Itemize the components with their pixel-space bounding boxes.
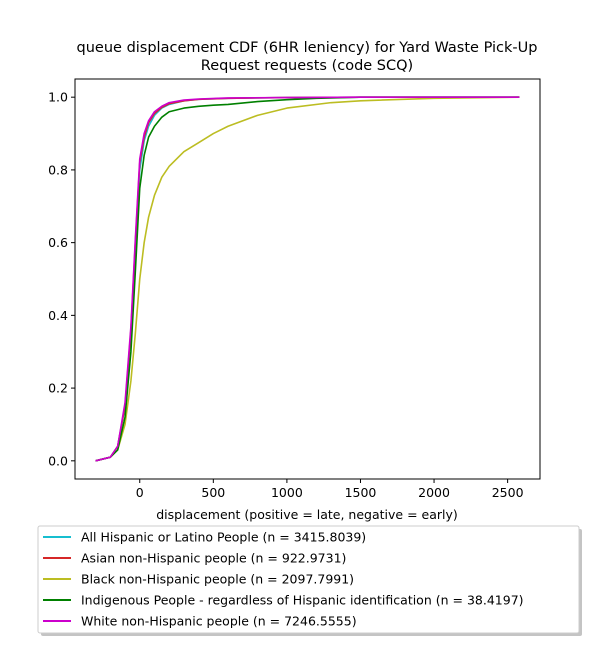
legend-box [37,525,580,634]
legend-label: Asian non-Hispanic people (n = 922.9731) [81,551,346,566]
legend: All Hispanic or Latino People (n = 3415.… [37,525,582,636]
x-tick-label: 1500 [345,485,377,500]
x-tick-label: 2500 [492,485,524,500]
chart-title-line-2: Request requests (code SCQ) [201,58,413,74]
y-axis-ticks: 0.0 0.2 0.4 0.6 0.8 1.0 [48,90,75,468]
x-axis-label: displacement (positive = late, negative … [156,507,458,522]
y-tick-label: 0.4 [48,308,68,323]
chart-title-line-1: queue displacement CDF (6HR leniency) fo… [77,40,538,56]
series-line-3 [95,96,520,462]
x-tick-label: 500 [201,485,225,500]
x-axis-ticks: 0 500 1000 1500 2000 2500 [136,479,524,500]
x-tick-label: 1000 [271,485,303,500]
series-line-0 [95,96,520,462]
x-tick-label: 2000 [418,485,450,500]
x-tick-label: 0 [136,485,144,500]
series-layer [95,96,520,462]
y-tick-label: 0.8 [48,162,68,177]
legend-items: All Hispanic or Latino People (n = 3415.… [43,530,524,629]
plot-frame [74,78,541,480]
series-line-4 [95,96,520,462]
y-tick-label: 0.6 [48,235,68,250]
y-tick-label: 0.0 [48,453,68,468]
legend-label: White non-Hispanic people (n = 7246.5555… [81,614,357,629]
series-line-2 [95,96,520,462]
legend-label: All Hispanic or Latino People (n = 3415.… [81,530,366,545]
y-tick-label: 0.2 [48,381,68,396]
series-line-1 [95,96,520,462]
y-tick-label: 1.0 [48,90,68,105]
legend-label: Indigenous People - regardless of Hispan… [81,593,524,608]
legend-label: Black non-Hispanic people (n = 2097.7991… [81,572,354,587]
